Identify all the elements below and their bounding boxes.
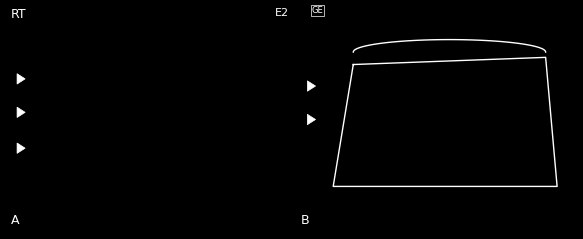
- Polygon shape: [17, 143, 25, 153]
- Text: GE: GE: [311, 6, 323, 15]
- Polygon shape: [307, 81, 315, 91]
- Text: B: B: [301, 213, 310, 227]
- Polygon shape: [17, 74, 25, 84]
- Text: A: A: [11, 213, 19, 227]
- Polygon shape: [17, 107, 25, 118]
- Text: RT: RT: [11, 8, 27, 21]
- Polygon shape: [307, 114, 315, 125]
- Text: E2: E2: [275, 8, 289, 18]
